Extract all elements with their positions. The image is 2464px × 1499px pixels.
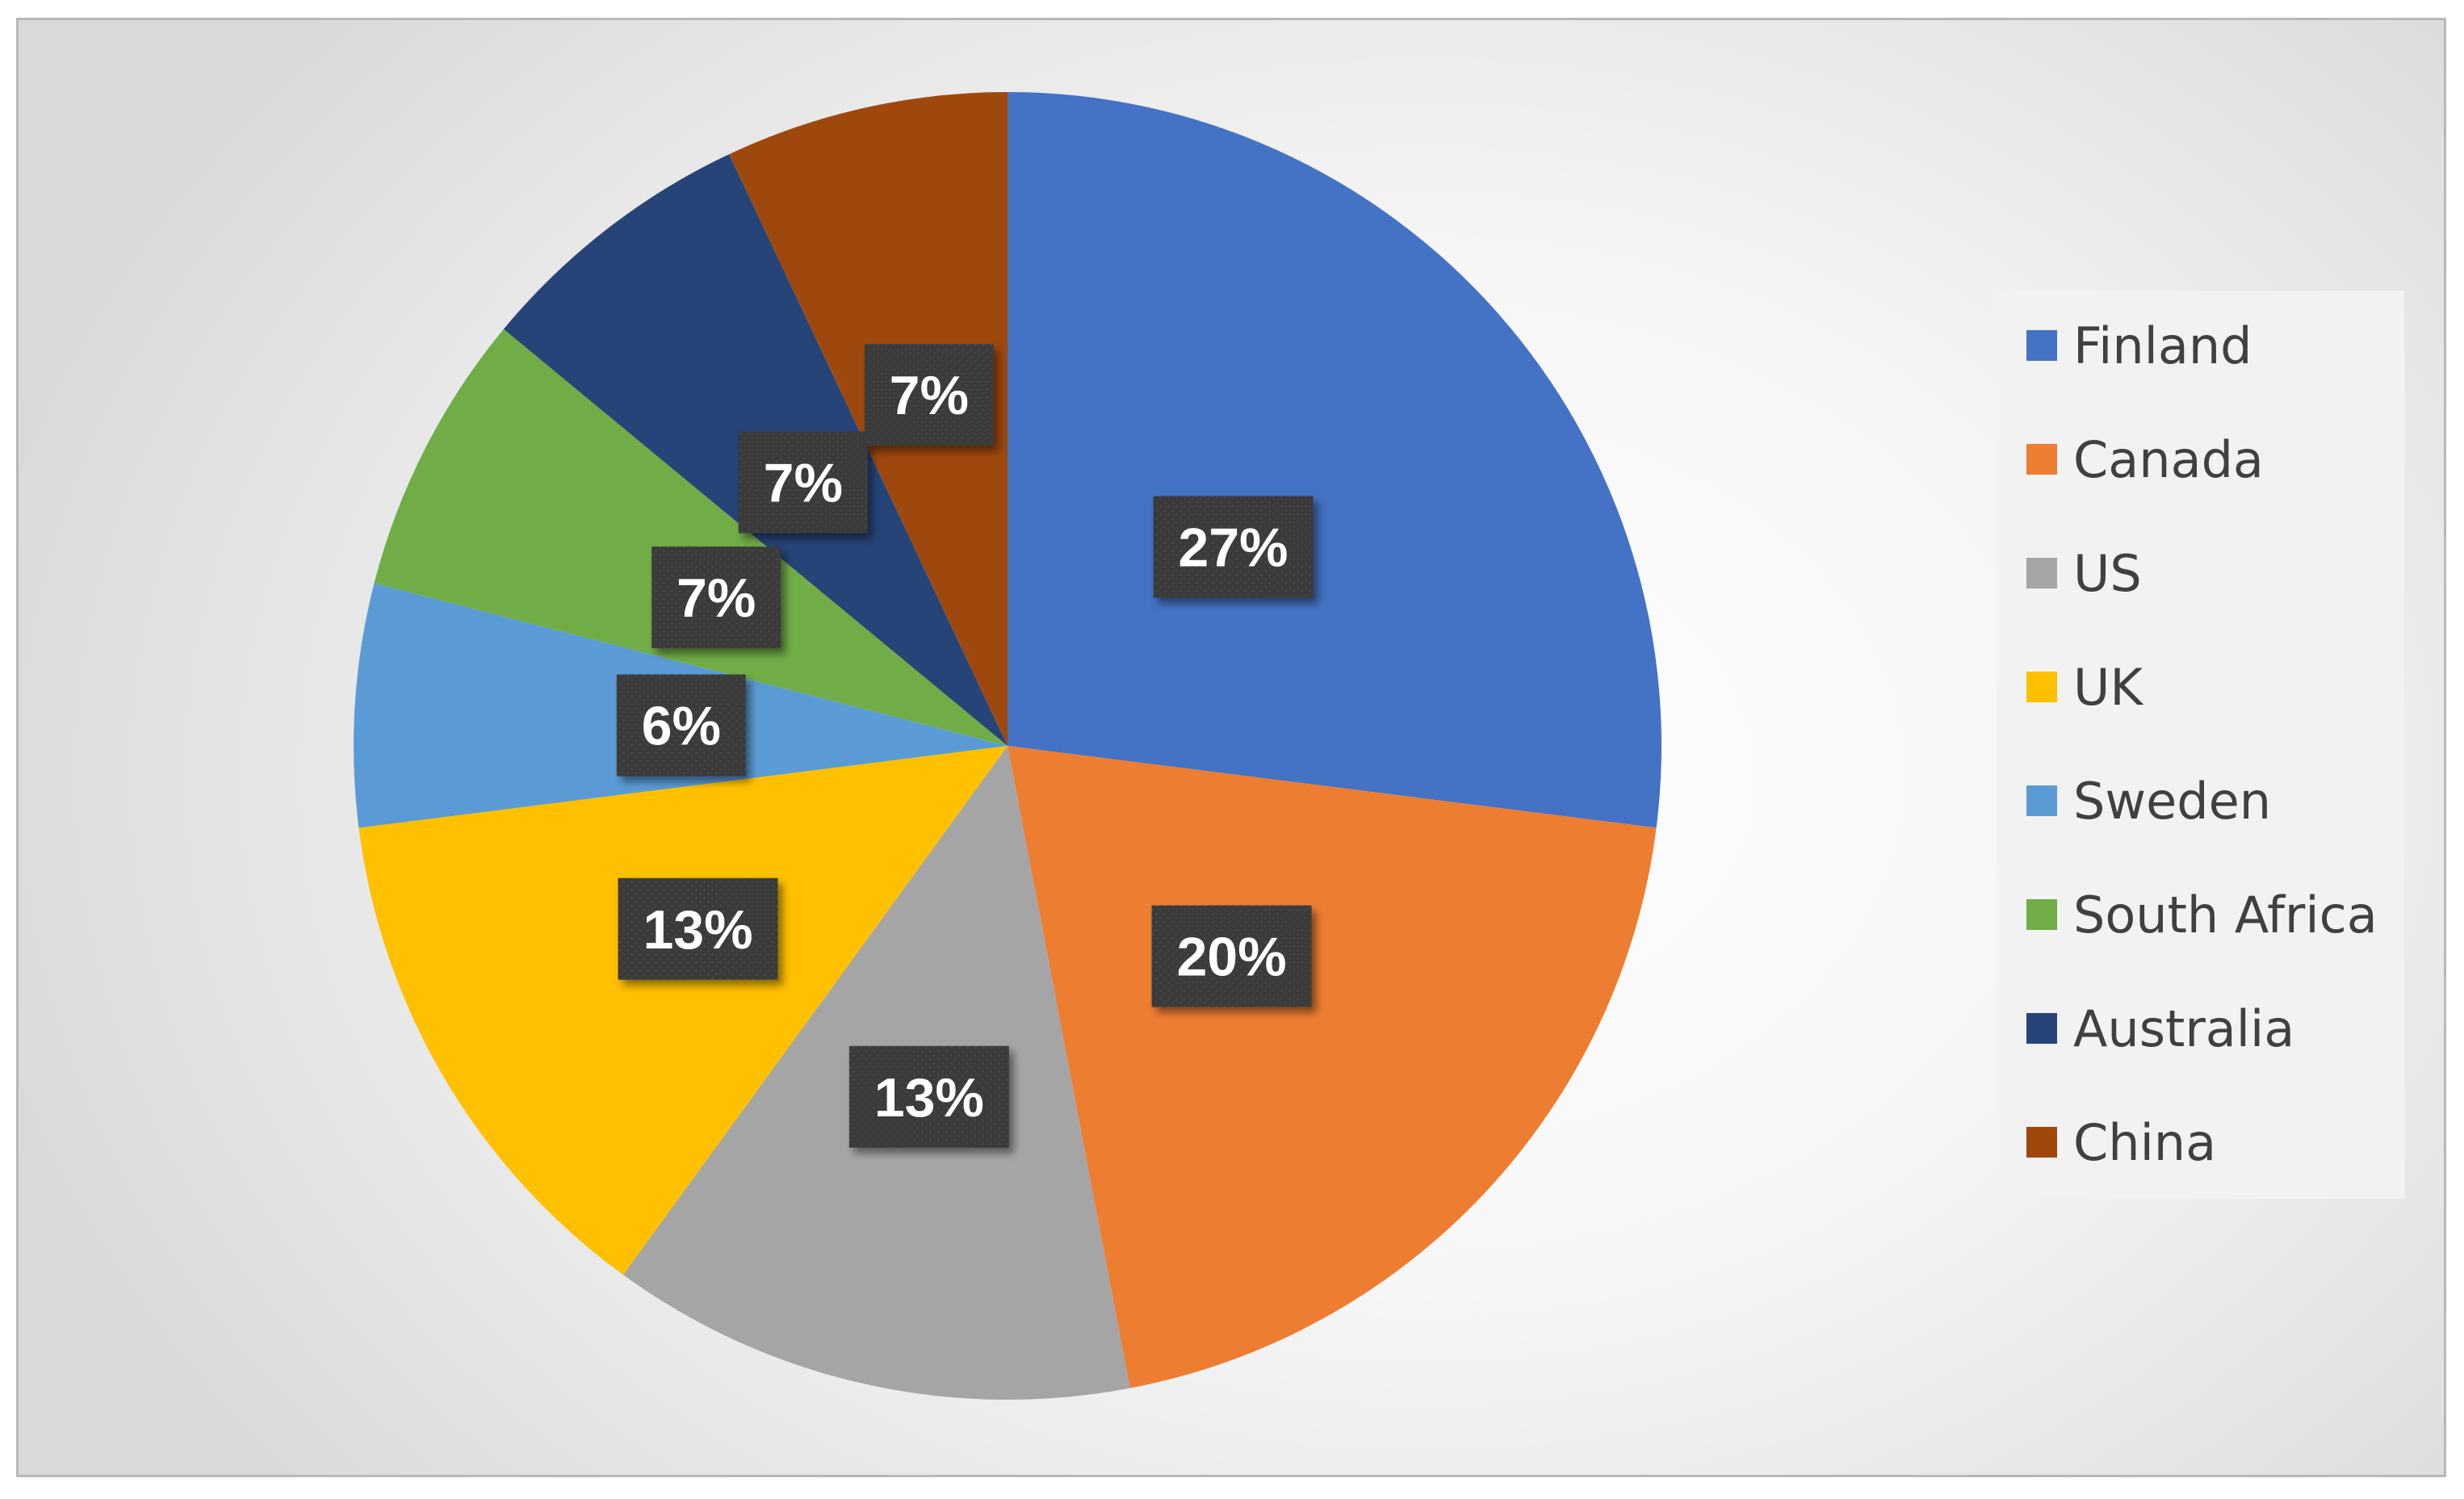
pie-slice-finland: [1008, 92, 1662, 828]
legend-item-australia: Australia: [2026, 999, 2294, 1058]
pie-slice-uk: [358, 746, 1008, 1275]
legend-item-sweden: Sweden: [2026, 772, 2271, 831]
data-label-finland: 27%: [1153, 496, 1314, 598]
legend-label: Finland: [2073, 316, 2252, 375]
data-label-uk: 13%: [618, 877, 778, 980]
data-label-box: [1151, 905, 1312, 1007]
data-label-text: 20%: [1176, 927, 1286, 988]
data-label-box: [738, 431, 868, 534]
legend-label: South Africa: [2073, 886, 2378, 944]
legend-item-south-africa: South Africa: [2026, 886, 2378, 944]
legend-label: Sweden: [2073, 772, 2271, 831]
data-label-box: [652, 546, 782, 649]
data-label-text: 13%: [874, 1067, 984, 1128]
data-label-text: 6%: [642, 696, 721, 757]
legend-label: UK: [2073, 658, 2143, 717]
legend-swatch: [2026, 785, 2057, 816]
data-label-box: [1153, 496, 1314, 598]
legend-item-us: US: [2026, 544, 2142, 603]
legend-swatch: [2026, 1127, 2057, 1158]
legend-label: US: [2073, 544, 2142, 603]
data-label-sweden: 6%: [616, 674, 746, 777]
legend-item-finland: Finland: [2026, 316, 2252, 375]
data-label-text: 7%: [890, 365, 969, 426]
data-label-china: 7%: [864, 344, 994, 446]
legend-box: [1997, 291, 2404, 1199]
pie-slices: [354, 92, 1662, 1400]
legend-label: China: [2073, 1113, 2216, 1172]
data-label-text: 13%: [643, 899, 752, 961]
data-label-box: [616, 674, 746, 777]
legend-label: Australia: [2073, 999, 2294, 1058]
legend-item-canada: Canada: [2026, 430, 2264, 489]
legend-label: Canada: [2073, 430, 2264, 489]
legend-swatch: [2026, 330, 2057, 361]
data-label-us: 13%: [849, 1045, 1009, 1148]
legend-swatch: [2026, 444, 2057, 475]
legend-swatch: [2026, 1013, 2057, 1044]
data-label-text: 7%: [677, 567, 756, 629]
data-label-australia: 7%: [738, 431, 868, 534]
data-label-box: [618, 877, 778, 980]
data-label-box: [864, 344, 994, 446]
legend-swatch: [2026, 899, 2057, 930]
legend-item-china: China: [2026, 1113, 2216, 1172]
data-label-text: 7%: [764, 453, 843, 514]
legend-swatch: [2026, 558, 2057, 588]
legend-item-uk: UK: [2026, 658, 2143, 717]
data-label-box: [849, 1045, 1009, 1148]
data-label-text: 27%: [1178, 517, 1288, 579]
data-label-south-africa: 7%: [652, 546, 782, 649]
legend: Finland Canada US UK Sweden South Africa Austr…: [1997, 291, 2404, 1199]
legend-swatch: [2026, 672, 2057, 702]
pie-slice-south-africa: [374, 329, 1008, 747]
data-label-canada: 20%: [1151, 905, 1312, 1007]
pie-data-labels: 27%20%13%13%6%7%7%7%: [616, 344, 1314, 1148]
